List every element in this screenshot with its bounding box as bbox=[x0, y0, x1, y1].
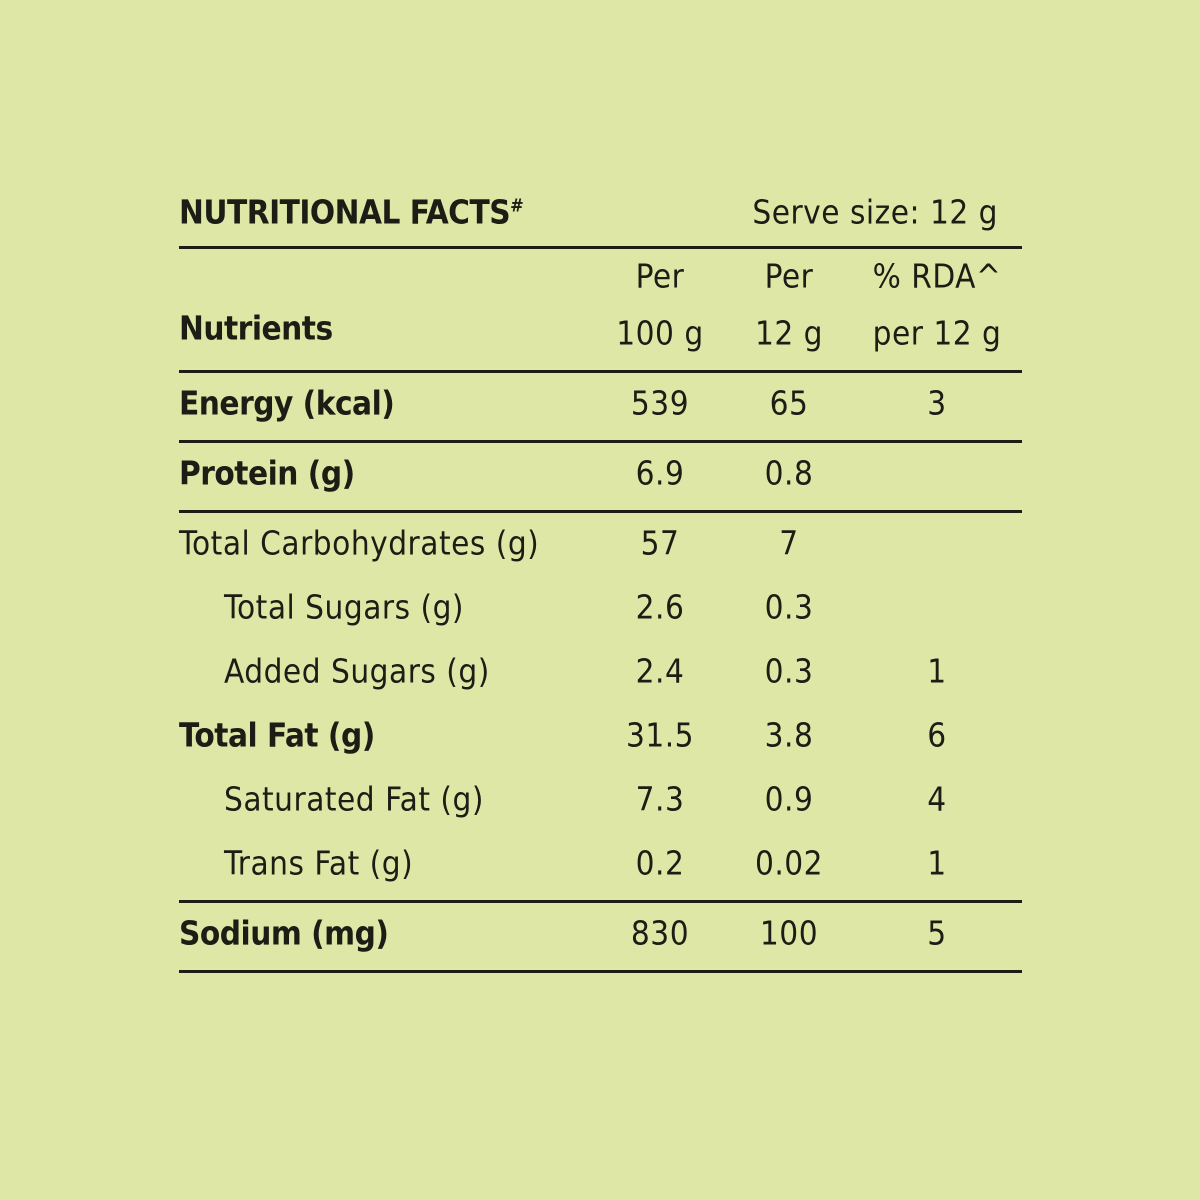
nutrient-value: 7.3 bbox=[635, 779, 685, 819]
nutrient-name: Saturated Fat (g) bbox=[224, 779, 484, 819]
nutrient-value: 2.6 bbox=[635, 587, 685, 627]
nutrient-value: 0.3 bbox=[764, 651, 814, 691]
nutrient-value: 830 bbox=[630, 913, 690, 953]
nutrient-value: 0.3 bbox=[764, 587, 814, 627]
nutrient-value: 100 bbox=[759, 913, 819, 953]
nutrient-value: 7 bbox=[779, 523, 799, 563]
nutrient-name: Total Sugars (g) bbox=[224, 587, 465, 627]
nutrient-value: 6 bbox=[927, 715, 947, 755]
nutrient-value: 539 bbox=[630, 383, 690, 423]
nutrient-value: 3 bbox=[927, 383, 947, 423]
rule bbox=[179, 970, 1022, 973]
column-header: Per bbox=[635, 256, 685, 296]
nutrient-name: Total Fat (g) bbox=[179, 715, 375, 755]
column-header: % RDA^ bbox=[872, 256, 1002, 296]
rule bbox=[179, 440, 1022, 443]
rule bbox=[179, 510, 1022, 513]
title-mark: # bbox=[510, 195, 524, 217]
column-header: Per bbox=[764, 256, 814, 296]
column-header: 100 g bbox=[616, 313, 704, 353]
nutrient-value: 2.4 bbox=[635, 651, 685, 691]
nutrient-value: 0.2 bbox=[635, 843, 685, 883]
nutrient-name: Trans Fat (g) bbox=[224, 843, 414, 883]
rule bbox=[179, 246, 1022, 249]
nutrient-value: 0.8 bbox=[764, 453, 814, 493]
column-header: 12 g bbox=[754, 313, 824, 353]
nutrient-name: Added Sugars (g) bbox=[224, 651, 490, 691]
nutrient-value: 3.8 bbox=[764, 715, 814, 755]
nutrient-name: Sodium (mg) bbox=[179, 913, 389, 953]
nutrient-value: 31.5 bbox=[625, 715, 695, 755]
nutrient-value: 65 bbox=[769, 383, 809, 423]
serve-size: Serve size: 12 g bbox=[752, 192, 998, 232]
nutrient-name: Protein (g) bbox=[179, 453, 355, 493]
nutrient-value: 0.9 bbox=[764, 779, 814, 819]
rule bbox=[179, 370, 1022, 373]
column-header: Nutrients bbox=[179, 308, 333, 348]
nutrient-name: Total Carbohydrates (g) bbox=[179, 523, 540, 563]
nutrient-value: 57 bbox=[640, 523, 680, 563]
title-text: NUTRITIONAL FACTS bbox=[179, 192, 511, 232]
nutrient-value: 5 bbox=[927, 913, 947, 953]
rule bbox=[179, 900, 1022, 903]
title: NUTRITIONAL FACTS# bbox=[179, 192, 524, 232]
nutrient-value: 6.9 bbox=[635, 453, 685, 493]
nutrient-value: 0.02 bbox=[754, 843, 824, 883]
nutrient-name: Energy (kcal) bbox=[179, 383, 395, 423]
nutrient-value: 1 bbox=[927, 843, 947, 883]
nutrient-value: 4 bbox=[927, 779, 947, 819]
nutrient-value: 1 bbox=[927, 651, 947, 691]
column-header: per 12 g bbox=[872, 313, 1002, 353]
